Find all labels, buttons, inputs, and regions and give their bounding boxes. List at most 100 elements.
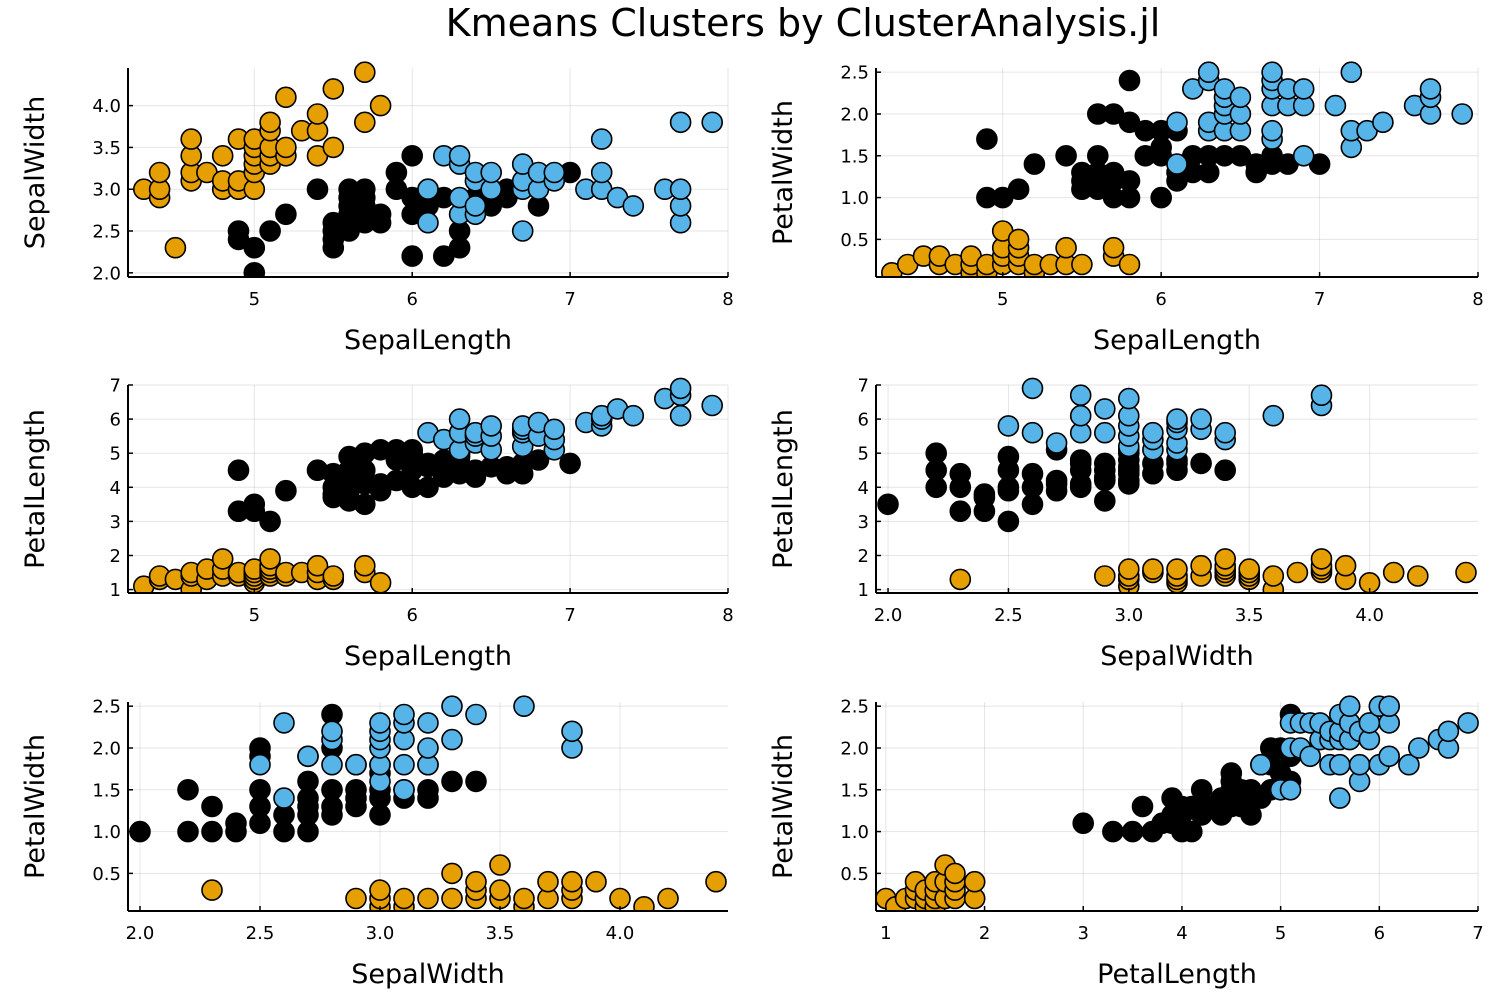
- y-tick-label: 1.5: [92, 780, 121, 801]
- x-axis-label: SepalLength: [344, 641, 512, 672]
- data-point-cluster-3: [345, 753, 367, 776]
- data-point-cluster-2: [465, 870, 487, 893]
- data-point-cluster-2: [1334, 554, 1357, 577]
- x-tick-label: 2.0: [874, 605, 903, 626]
- data-point-cluster-3: [321, 753, 343, 776]
- data-point-cluster-1: [417, 778, 439, 801]
- data-point-cluster-1: [527, 449, 550, 471]
- data-point-cluster-2: [1102, 236, 1125, 259]
- data-point-cluster-1: [1220, 762, 1243, 784]
- data-point-cluster-2: [441, 862, 463, 885]
- data-point-cluster-2: [353, 111, 376, 134]
- data-point-cluster-3: [393, 753, 415, 776]
- data-point-cluster-3: [480, 161, 503, 184]
- data-point-cluster-1: [385, 161, 408, 184]
- data-point-cluster-2: [275, 86, 297, 109]
- x-tick-label: 1: [880, 923, 891, 944]
- data-point-cluster-2: [1142, 558, 1164, 580]
- data-point-cluster-3: [1457, 712, 1479, 734]
- data-point-cluster-3: [511, 220, 534, 242]
- y-tick-label: 6: [858, 410, 869, 431]
- data-point-cluster-2: [211, 145, 234, 167]
- data-point-cluster-3: [1166, 153, 1188, 175]
- y-axis-label: PetalLength: [768, 409, 799, 569]
- data-point-cluster-2: [353, 554, 376, 577]
- x-tick-label: 5: [997, 289, 1008, 310]
- data-point-cluster-3: [1069, 404, 1092, 427]
- x-tick-label: 2.5: [246, 923, 275, 944]
- data-point-cluster-3: [480, 415, 503, 437]
- data-point-cluster-2: [489, 854, 511, 876]
- data-point-cluster-2: [441, 887, 463, 910]
- data-point-cluster-3: [590, 128, 613, 150]
- data-point-cluster-1: [259, 510, 281, 533]
- data-point-cluster-3: [249, 753, 271, 776]
- data-point-cluster-1: [306, 178, 329, 200]
- y-tick-label: 3: [110, 512, 121, 533]
- x-tick-label: 5: [1275, 923, 1286, 944]
- data-point-cluster-1: [227, 220, 250, 242]
- data-point-cluster-3: [1166, 408, 1188, 430]
- y-tick-label: 2.0: [92, 738, 121, 759]
- data-point-cluster-1: [401, 245, 424, 267]
- data-point-cluster-1: [877, 493, 899, 516]
- y-axis-label: PetalWidth: [768, 734, 799, 879]
- data-point-cluster-3: [1372, 111, 1394, 134]
- data-point-cluster-1: [243, 236, 266, 259]
- data-point-cluster-1: [177, 778, 199, 801]
- data-point-cluster-2: [585, 870, 607, 893]
- data-point-cluster-3: [1166, 111, 1188, 134]
- data-point-cluster-3: [1214, 421, 1236, 444]
- data-point-cluster-3: [1292, 145, 1315, 167]
- data-point-cluster-2: [537, 870, 559, 893]
- subplot-2: 5 6 7 8 0.5 1.0 1.5 2.0 2.5 SepalLength PetalWidth: [768, 61, 1484, 356]
- subplot-4: 2.0 2.5 3.0 3.5 4.0 1 2 3 4 5 6 7 SepalWidth PetalLen…: [768, 376, 1478, 672]
- data-point-cluster-2: [949, 568, 972, 591]
- y-tick-label: 6: [110, 410, 121, 431]
- x-tick-label: 6: [406, 605, 417, 626]
- x-tick-label: 2.0: [126, 923, 155, 944]
- data-point-cluster-1: [353, 493, 376, 516]
- figure-title: Kmeans Clusters by ClusterAnalysis.jl: [446, 1, 1161, 45]
- x-tick-label: 7: [564, 289, 575, 310]
- data-point-cluster-3: [669, 404, 692, 427]
- x-tick-label: 3: [1078, 923, 1089, 944]
- data-point-cluster-1: [345, 778, 367, 801]
- data-point-cluster-1: [465, 770, 487, 793]
- y-tick-label: 3: [858, 512, 869, 533]
- data-point-cluster-3: [1094, 398, 1116, 420]
- y-tick-label: 3.5: [92, 138, 121, 159]
- x-tick-label: 2.5: [994, 605, 1023, 626]
- data-point-cluster-2: [1118, 558, 1140, 580]
- y-tick-label: 2: [858, 546, 869, 567]
- scatter-points: [877, 377, 1477, 593]
- x-tick-label: 6: [1155, 289, 1166, 310]
- data-point-cluster-1: [973, 483, 996, 505]
- data-point-cluster-1: [441, 770, 463, 793]
- y-tick-label: 4: [858, 478, 869, 499]
- data-point-cluster-3: [441, 728, 463, 751]
- x-tick-label: 3.0: [366, 923, 395, 944]
- data-point-cluster-1: [1214, 459, 1236, 482]
- data-point-cluster-3: [1398, 753, 1420, 776]
- data-point-cluster-1: [1087, 145, 1109, 167]
- scatter-points: [133, 61, 724, 277]
- data-point-cluster-2: [1071, 253, 1093, 276]
- data-point-cluster-3: [1292, 78, 1315, 100]
- data-point-cluster-2: [393, 887, 415, 910]
- data-point-cluster-3: [622, 404, 645, 427]
- data-point-cluster-3: [417, 712, 439, 734]
- data-point-cluster-3: [393, 778, 415, 801]
- data-point-cluster-1: [559, 452, 581, 475]
- data-point-cluster-2: [1407, 565, 1429, 587]
- x-tick-label: 8: [722, 605, 733, 626]
- data-point-cluster-2: [963, 870, 986, 893]
- subplot-5: 2.0 2.5 3.0 3.5 4.0 0.5 1.0 1.5 2.0 2.5 SepalWidth…: [20, 695, 728, 990]
- x-tick-label: 4.0: [1355, 605, 1384, 626]
- data-point-cluster-3: [1329, 753, 1351, 776]
- scatter-points: [129, 695, 727, 911]
- data-point-cluster-3: [669, 178, 692, 200]
- y-axis-label: PetalWidth: [20, 734, 51, 879]
- data-point-cluster-1: [1045, 469, 1068, 492]
- data-point-cluster-2: [657, 887, 679, 910]
